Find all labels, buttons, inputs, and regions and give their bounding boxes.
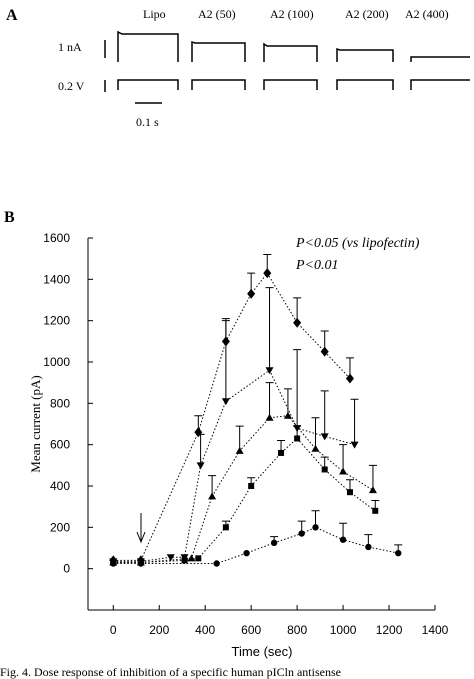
arrow-head (136, 531, 146, 544)
data-point (265, 413, 274, 421)
error-bar (320, 390, 329, 437)
x-tick-label: 200 (149, 623, 169, 637)
x-tick-label: 600 (241, 623, 261, 637)
data-point (365, 543, 372, 551)
x-tick-label: 1200 (376, 623, 403, 637)
data-point (293, 317, 302, 328)
data-point (320, 346, 329, 357)
x-tick-label: 1000 (330, 623, 357, 637)
y-tick-label: 200 (50, 520, 70, 534)
error-bar (293, 349, 302, 429)
error-bar (235, 425, 244, 451)
error-bar (339, 444, 348, 472)
condition-label: Lipo (143, 7, 166, 21)
scale-label: 0.1 s (136, 115, 159, 129)
data-point (247, 288, 256, 299)
y-tick-label: 1000 (43, 355, 70, 369)
data-point (294, 435, 301, 442)
data-point (263, 268, 272, 279)
condition-label: A2 (50) (198, 7, 236, 21)
annotation: P<0.01 (295, 258, 339, 273)
scale-label: 1 nA (58, 40, 82, 54)
data-point (346, 489, 353, 496)
condition-label: A2 (400) (405, 7, 449, 21)
error-bar (350, 398, 359, 445)
data-point (243, 549, 250, 557)
data-point (320, 433, 329, 441)
data-point (339, 467, 348, 475)
data-point (372, 507, 379, 514)
condition-label: A2 (100) (270, 7, 314, 21)
x-tick-label: 800 (287, 623, 307, 637)
condition-label: A2 (200) (345, 7, 389, 21)
x-tick-label: 0 (110, 623, 117, 637)
caption: Fig. 4. Dose response of inhibition of a… (0, 665, 341, 679)
traces (104, 30, 470, 104)
data-point (195, 555, 202, 562)
panel-label: B (4, 209, 15, 226)
scale-label: 0.2 V (58, 79, 85, 93)
data-point (283, 411, 292, 419)
data-point (181, 557, 188, 564)
data-point (248, 483, 255, 489)
x-axis-label: Time (sec) (232, 644, 293, 659)
data-point (345, 373, 354, 384)
series-line (113, 272, 351, 561)
error-bar (311, 417, 320, 449)
error-bar (196, 433, 205, 466)
data-point (368, 486, 377, 494)
error-bar (283, 388, 292, 416)
y-axis-label: Mean current (pA) (28, 375, 43, 472)
y-tick-label: 1200 (43, 314, 70, 328)
data-point (321, 466, 328, 473)
y-tick-label: 1600 (43, 231, 70, 245)
data-point (270, 539, 278, 547)
data-point (137, 560, 145, 567)
series-line (113, 437, 376, 563)
data-point (265, 367, 274, 375)
data-point (194, 427, 203, 438)
y-tick-label: 1400 (43, 272, 70, 286)
data-point (350, 441, 359, 449)
error-bar (265, 382, 274, 418)
data-point (298, 530, 305, 537)
data-point (166, 554, 175, 562)
series-line (113, 415, 374, 563)
data-point (213, 560, 220, 567)
x-tick-label: 400 (195, 623, 215, 637)
x-tick-label: 1400 (422, 623, 449, 637)
data-point (278, 449, 285, 456)
data-point (221, 398, 230, 406)
error-bar (221, 318, 230, 402)
data-point (110, 560, 117, 567)
data-point (187, 554, 196, 562)
data-point (395, 549, 402, 557)
error-bar (265, 287, 274, 371)
y-tick-label: 800 (50, 396, 70, 410)
error-bar (368, 464, 377, 491)
data-point (312, 524, 319, 531)
series-line (113, 369, 355, 562)
data-point (235, 446, 244, 454)
panel-label: A (6, 7, 18, 24)
data-point (339, 536, 347, 543)
y-tick-label: 0 (63, 562, 70, 576)
y-tick-label: 600 (50, 438, 70, 452)
data-point (196, 462, 205, 470)
series-line (113, 526, 399, 564)
annotation: P<0.05 (vs lipofectin) (295, 236, 420, 251)
data-point (208, 492, 217, 500)
y-tick-label: 400 (50, 479, 70, 493)
data-point (222, 524, 229, 531)
data-point (311, 444, 320, 452)
